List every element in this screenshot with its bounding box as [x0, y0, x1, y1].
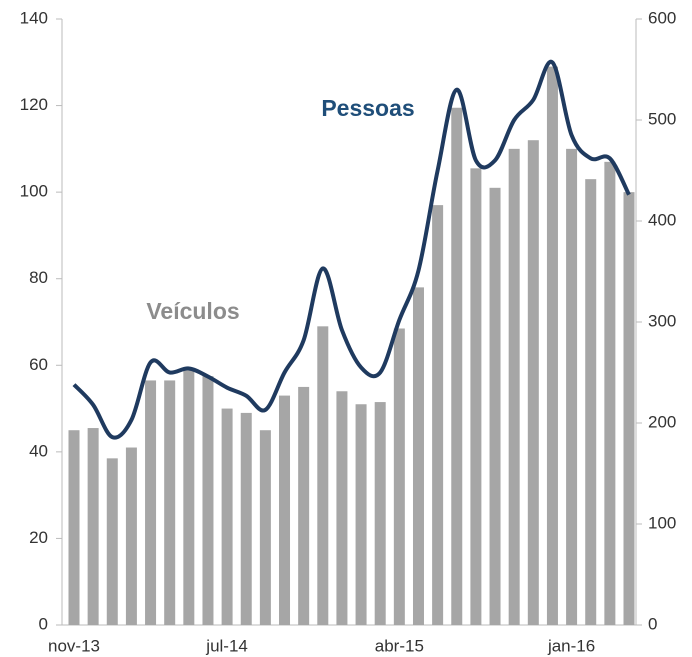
bar — [279, 395, 291, 625]
y-tick-label: 100 — [20, 182, 48, 201]
bar — [221, 408, 233, 625]
bar — [87, 428, 99, 625]
y2-tick-label: 600 — [648, 8, 676, 27]
bar — [623, 192, 635, 625]
bar — [393, 328, 405, 625]
bar — [106, 458, 118, 625]
bar — [259, 430, 271, 625]
bar — [183, 369, 195, 625]
x-tick-label: jan-16 — [547, 636, 595, 655]
y2-tick-label: 300 — [648, 311, 676, 330]
bar — [470, 168, 482, 626]
bar — [145, 380, 157, 625]
line-series-label: Pessoas — [321, 95, 414, 121]
y-tick-label: 20 — [29, 528, 48, 547]
y2-tick-label: 400 — [648, 210, 676, 229]
bar — [451, 107, 463, 625]
y-tick-label: 0 — [39, 614, 48, 633]
y2-tick-label: 100 — [648, 513, 676, 532]
y-tick-label: 140 — [20, 8, 48, 27]
bar — [527, 140, 539, 625]
x-tick-label: jul-14 — [205, 636, 248, 655]
bar — [336, 391, 348, 625]
bar — [546, 66, 558, 626]
bar — [604, 161, 616, 626]
bar — [412, 287, 424, 625]
bar — [355, 404, 367, 625]
bar — [566, 148, 578, 625]
bar-series-label: Veículos — [146, 298, 239, 324]
y-tick-label: 60 — [29, 355, 48, 374]
bar — [202, 376, 214, 625]
line — [72, 59, 631, 440]
y-tick-label: 80 — [29, 268, 48, 287]
bar — [240, 412, 252, 625]
y2-tick-label: 0 — [648, 614, 657, 633]
y2-tick-label: 200 — [648, 412, 676, 431]
x-tick-label: abr-15 — [375, 636, 424, 655]
bar — [298, 386, 310, 625]
bar — [432, 205, 444, 625]
bar — [374, 402, 386, 625]
bar — [317, 326, 329, 625]
bar — [164, 380, 176, 625]
bar — [585, 179, 597, 625]
bar — [508, 148, 520, 625]
bar — [489, 187, 501, 626]
y-tick-label: 40 — [29, 441, 48, 460]
bar — [68, 430, 80, 625]
bar — [125, 447, 137, 625]
y-tick-label: 120 — [20, 95, 48, 114]
x-tick-label: nov-13 — [48, 636, 100, 655]
y2-tick-label: 500 — [648, 109, 676, 128]
